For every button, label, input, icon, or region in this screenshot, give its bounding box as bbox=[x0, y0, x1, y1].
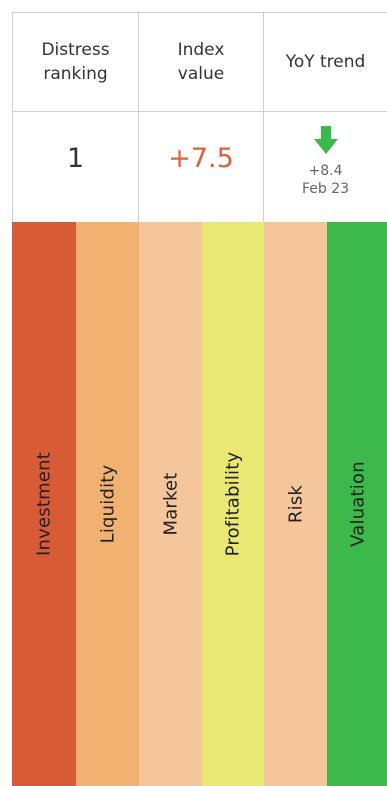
distress-ranking-value: 1 bbox=[66, 143, 85, 174]
bar-label: Liquidity bbox=[97, 464, 118, 544]
header-label-line1: Index bbox=[177, 40, 225, 60]
header-label-line2: value bbox=[177, 64, 225, 84]
bar-label: Market bbox=[160, 472, 181, 536]
bar-label: Investment bbox=[33, 452, 55, 556]
header-row: Distress ranking Index value YoY trend bbox=[12, 12, 387, 112]
trend-date: Feb 23 bbox=[301, 181, 350, 197]
header-label-line2: ranking bbox=[43, 64, 108, 84]
bar-risk: Risk bbox=[264, 222, 327, 786]
header-distress-ranking: Distress ranking bbox=[12, 12, 139, 112]
bar-investment: Investment bbox=[12, 222, 76, 786]
bar-profitability: Profitability bbox=[202, 222, 264, 786]
header-label-line1: Distress bbox=[41, 40, 110, 60]
trend-cell: +8.4 Feb 23 bbox=[263, 111, 387, 226]
index-value: +7.5 bbox=[168, 143, 234, 174]
trend-change: +8.4 bbox=[308, 163, 343, 179]
bar-liquidity: Liquidity bbox=[76, 222, 139, 786]
bar-valuation: Valuation bbox=[327, 222, 387, 786]
bar-label: Profitability bbox=[222, 451, 244, 557]
bar-label: Valuation bbox=[347, 461, 369, 547]
bar-market: Market bbox=[139, 222, 202, 786]
arrow-down-icon bbox=[313, 126, 338, 154]
ranking-cell: 1 bbox=[12, 111, 139, 226]
bar-label: Risk bbox=[285, 484, 306, 524]
header-index-value: Index value bbox=[138, 12, 264, 112]
header-yoy-trend: YoY trend bbox=[263, 12, 387, 112]
value-row: 1 +7.5 +8.4 Feb 23 bbox=[12, 111, 387, 226]
distress-card: Distress ranking Index value YoY trend 1… bbox=[12, 12, 387, 786]
category-bars: Investment Liquidity Market Profitabilit… bbox=[12, 222, 387, 786]
index-cell: +7.5 bbox=[138, 111, 264, 226]
header-label-line1: YoY trend bbox=[285, 52, 366, 72]
